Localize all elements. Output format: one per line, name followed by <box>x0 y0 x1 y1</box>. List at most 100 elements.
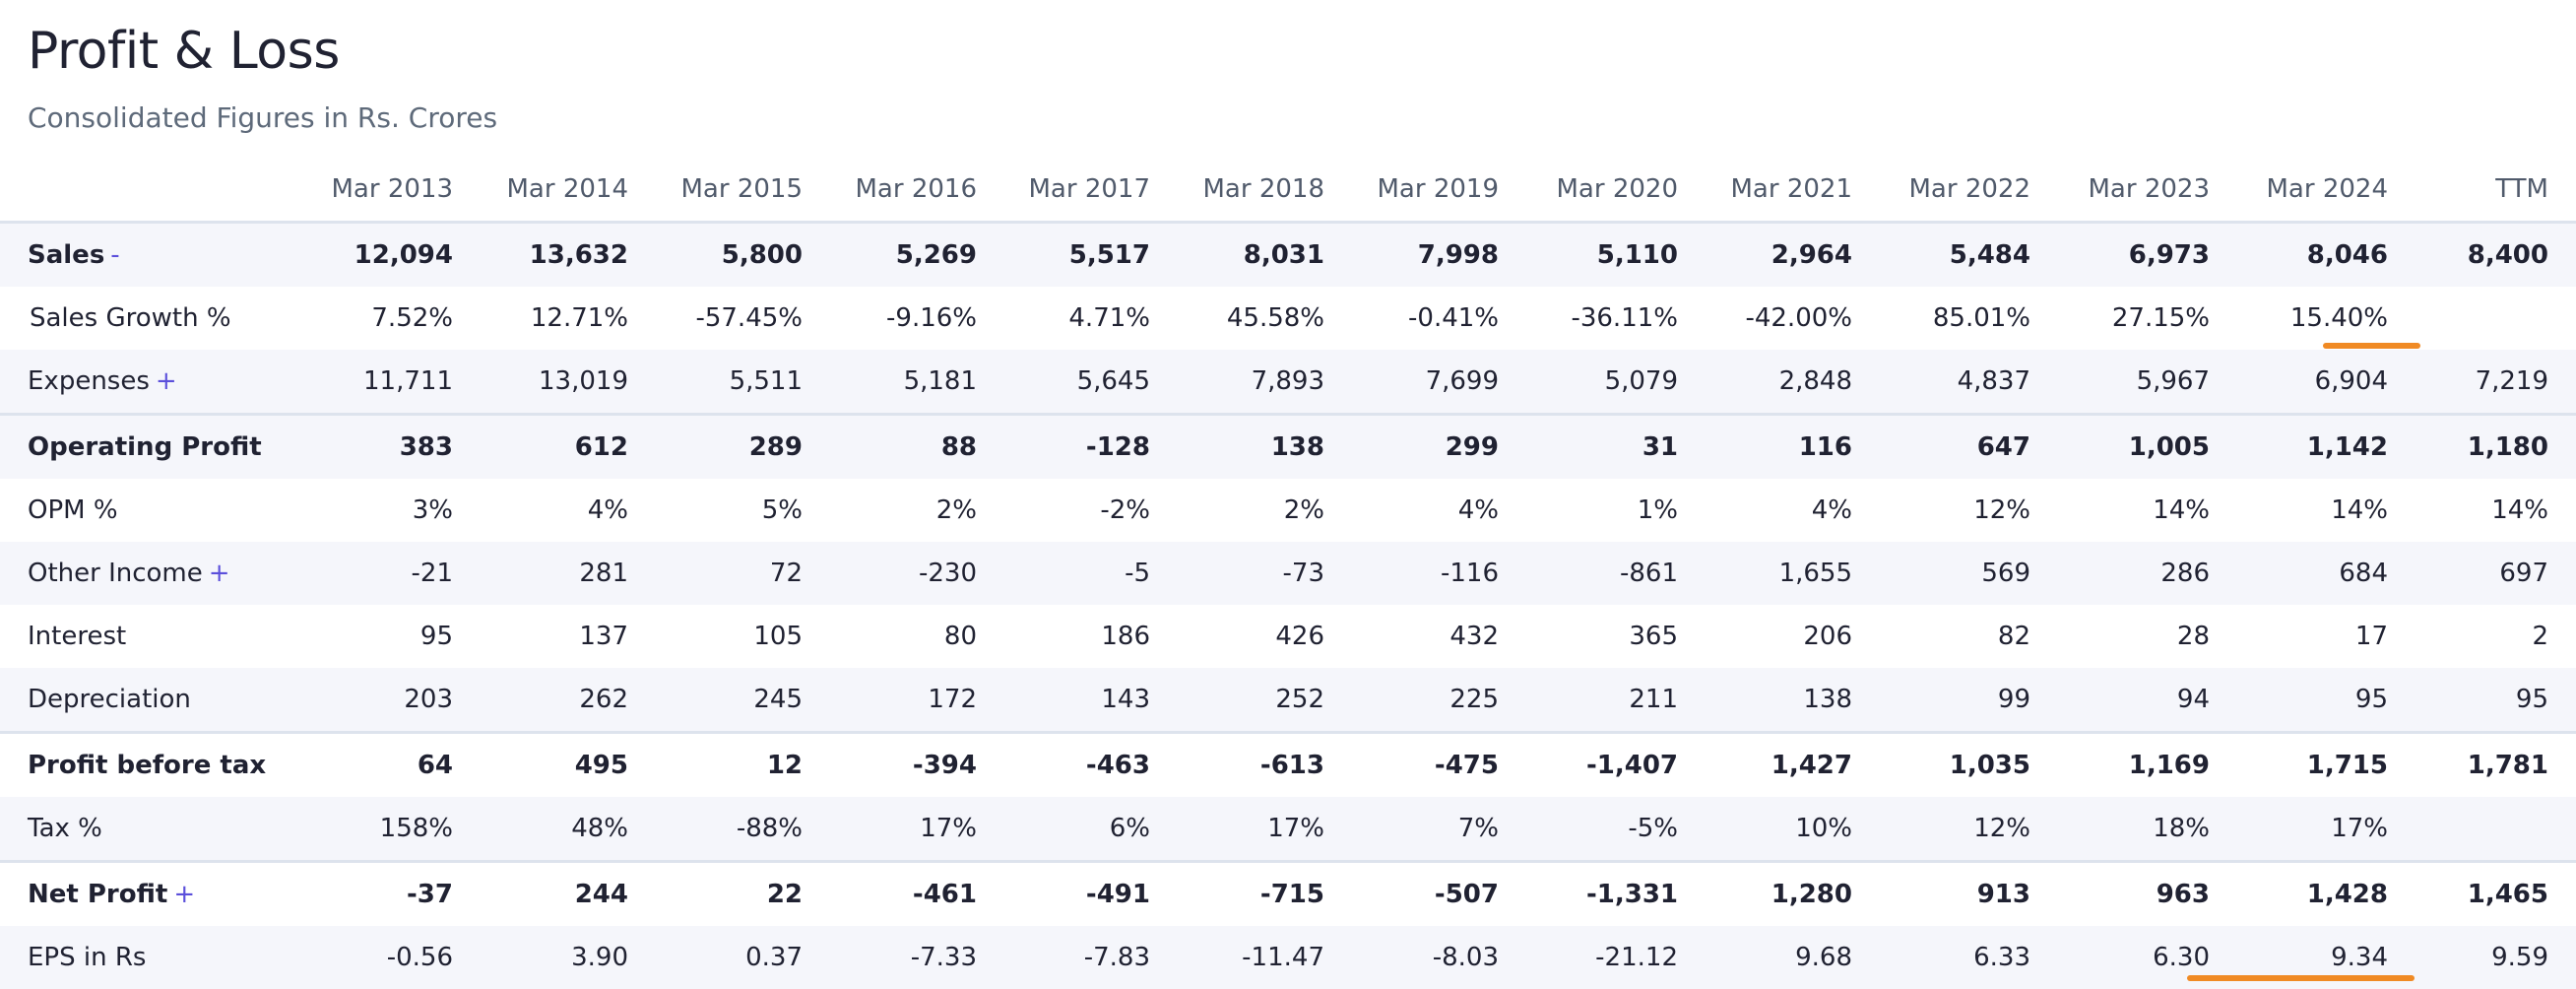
column-header: Mar 2014 <box>506 174 629 204</box>
column-header: Mar 2017 <box>1028 174 1151 204</box>
table-cell: 7,998 <box>1352 222 1526 287</box>
table-cell: 15.40% <box>2289 303 2388 333</box>
table-cell: 262 <box>481 668 656 733</box>
table-cell: 116 <box>1706 413 1880 479</box>
table-cell: 4% <box>587 495 628 525</box>
table-cell: 28 <box>2176 622 2210 651</box>
row-interest: Interest 95 137 105 80 186 426 432 365 206 82 28 17 2 <box>0 605 2576 668</box>
row-sales-growth: Sales Growth % 7.52% 12.71% -57.45% -9.16% 4.… <box>0 287 2576 350</box>
table-cell: 1,427 <box>1706 731 1880 797</box>
row-other-income[interactable]: Other Income + -21 281 72 -230 -5 -73 -116 -861 1,… <box>0 542 2576 605</box>
table-cell: 5,511 <box>656 350 830 415</box>
table-cell: 7,699 <box>1352 350 1526 415</box>
table-cell: 14% <box>2331 495 2388 525</box>
table-cell: 913 <box>1880 860 2058 926</box>
row-label-cell: Net Profit + <box>0 860 311 926</box>
table-cell: -42.00% <box>1745 303 1852 333</box>
table-cell: 426 <box>1275 622 1324 651</box>
table-cell: 137 <box>579 622 628 651</box>
column-header: Mar 2018 <box>1202 174 1325 204</box>
table-cell: -507 <box>1352 860 1526 926</box>
row-label-cell: Sales - <box>0 222 311 287</box>
table-cell: 5,079 <box>1526 350 1706 415</box>
table-cell: 5,484 <box>1880 222 2058 287</box>
row-sales[interactable]: Sales -12,094 13,632 5,800 5,269 5,517 8,031 7,… <box>0 222 2576 287</box>
row-label: Sales <box>28 240 105 270</box>
collapse-toggle[interactable]: - <box>110 240 120 270</box>
table-cell: 2,964 <box>1706 222 1880 287</box>
table-cell: 2% <box>1283 495 1324 525</box>
profit-loss-table: Mar 2013 Mar 2014 Mar 2015 Mar 2016 Mar … <box>0 158 2576 989</box>
table-cell: 12% <box>1880 797 2058 862</box>
table-cell: 95 <box>2415 668 2576 733</box>
row-net-profit[interactable]: Net Profit + -37 244 22 -461 -491 -715 -507 -1,33… <box>0 860 2576 926</box>
row-label: Sales Growth % <box>30 303 231 333</box>
table-cell <box>2415 287 2576 350</box>
table-cell: 18% <box>2058 797 2237 862</box>
highlight-underline <box>2323 343 2420 349</box>
table-cell: 697 <box>2415 542 2576 605</box>
table-cell: 1,142 <box>2237 413 2415 479</box>
expand-toggle[interactable]: + <box>155 366 177 396</box>
table-cell: 95 <box>419 622 453 651</box>
table-cell: 4.71% <box>1068 303 1150 333</box>
table-cell: -21.12 <box>1526 926 1706 989</box>
row-label: OPM % <box>28 495 118 525</box>
table-cell: 7,219 <box>2415 350 2576 415</box>
row-depreciation: Depreciation 203 262 245 172 143 252 225 211 138 9… <box>0 668 2576 733</box>
row-label: Profit before tax <box>28 751 267 780</box>
row-label: Net Profit <box>28 880 168 909</box>
row-tax: Tax % 158% 48% -88% 17% 6% 17% 7% -5% 10% 12% 18% 17… <box>0 797 2576 862</box>
table-cell: 143 <box>1004 668 1178 733</box>
table-cell: 11,711 <box>311 350 481 415</box>
table-cell: -37 <box>311 860 481 926</box>
table-cell: 31 <box>1526 413 1706 479</box>
row-label-cell: Expenses + <box>0 350 311 415</box>
table-cell: 95 <box>2237 668 2415 733</box>
table-cell: -230 <box>830 542 1004 605</box>
table-cell: -1,407 <box>1526 731 1706 797</box>
table-cell: 211 <box>1526 668 1706 733</box>
table-cell: 8,031 <box>1178 222 1352 287</box>
table-cell: 365 <box>1629 622 1678 651</box>
table-cell: -7.83 <box>1004 926 1178 989</box>
table-cell: 6,973 <box>2058 222 2237 287</box>
column-header: Mar 2022 <box>1908 174 2031 204</box>
table-cell: 2,848 <box>1706 350 1880 415</box>
table-cell: 225 <box>1352 668 1526 733</box>
row-label-cell: EPS in Rs <box>0 926 311 989</box>
table-cell: 206 <box>1803 622 1852 651</box>
row-label-cell: Sales Growth % <box>0 287 311 350</box>
table-cell: 88 <box>830 413 1004 479</box>
expand-toggle[interactable]: + <box>208 559 230 588</box>
table-cell: 4% <box>1811 495 1852 525</box>
table-cell: -861 <box>1526 542 1706 605</box>
expand-toggle[interactable]: + <box>173 880 196 909</box>
table-cell: -613 <box>1178 731 1352 797</box>
table-cell: 1,035 <box>1880 731 2058 797</box>
table-cell: 0.37 <box>656 926 830 989</box>
table-cell: 684 <box>2237 542 2415 605</box>
row-expenses[interactable]: Expenses +11,711 13,019 5,511 5,181 5,645 7,89… <box>0 350 2576 415</box>
table-cell: 383 <box>311 413 481 479</box>
column-header: Mar 2019 <box>1377 174 1500 204</box>
table-cell: 13,632 <box>481 222 656 287</box>
table-cell: 3% <box>412 495 453 525</box>
table-cell: -88% <box>656 797 830 862</box>
table-cell: 8,400 <box>2415 222 2576 287</box>
table-cell: 647 <box>1880 413 2058 479</box>
row-label-cell: Profit before tax <box>0 731 311 797</box>
row-operating-profit: Operating Profit 383 612 289 88 -128 138 299 31 1… <box>0 413 2576 479</box>
table-cell: 5,645 <box>1004 350 1178 415</box>
table-cell: 244 <box>481 860 656 926</box>
table-cell: 1% <box>1637 495 1678 525</box>
table-cell: 64 <box>311 731 481 797</box>
table-header-row: Mar 2013 Mar 2014 Mar 2015 Mar 2016 Mar … <box>0 158 2576 223</box>
table-cell: -394 <box>830 731 1004 797</box>
table-cell: 2% <box>935 495 977 525</box>
table-cell: 105 <box>753 622 803 651</box>
table-cell: 6.33 <box>1880 926 2058 989</box>
table-cell: -5 <box>1004 542 1178 605</box>
table-cell: 14% <box>2491 495 2548 525</box>
